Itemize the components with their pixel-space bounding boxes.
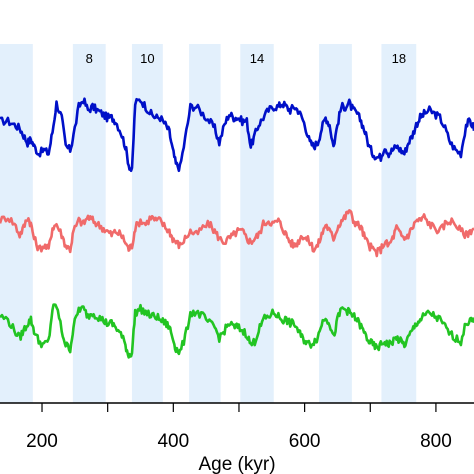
x-tick-label: 200 bbox=[26, 431, 58, 452]
x-tick-label: 600 bbox=[289, 431, 321, 452]
series-line bbox=[0, 209, 474, 258]
series-line bbox=[0, 303, 474, 359]
x-axis-title: Age (kyr) bbox=[198, 454, 275, 474]
band-label: 10 bbox=[140, 51, 154, 66]
band-label: 8 bbox=[86, 51, 93, 66]
series-lines bbox=[0, 97, 474, 359]
x-axis-ticks: 200 400 600 800 bbox=[26, 403, 452, 452]
band-label: 14 bbox=[250, 51, 264, 66]
band bbox=[189, 44, 221, 403]
x-tick-label: 400 bbox=[157, 431, 189, 452]
series-line bbox=[0, 97, 474, 173]
band-label: 18 bbox=[392, 51, 406, 66]
band bbox=[381, 44, 417, 403]
band bbox=[319, 44, 352, 403]
x-tick-label: 800 bbox=[420, 431, 452, 452]
band bbox=[0, 44, 33, 403]
